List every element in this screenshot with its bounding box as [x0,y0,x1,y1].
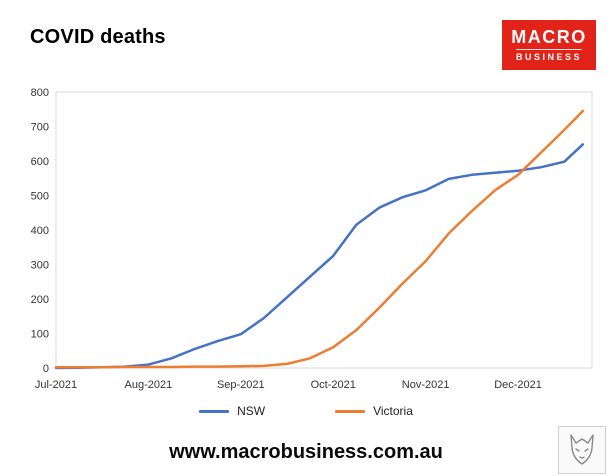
y-tick-label: 300 [31,260,49,272]
legend-item-nsw: NSW [199,404,265,418]
y-tick-label: 0 [43,363,49,375]
y-tick-label: 600 [31,156,49,168]
legend-label-victoria: Victoria [373,404,413,418]
y-tick-label: 100 [31,329,49,341]
y-tick-label: 700 [31,122,49,134]
plot-area [55,91,593,369]
logo-text-macro: MACRO [511,27,587,48]
series-line-nsw [54,143,585,370]
chart-svg: 0 100 200 300 400 500 600 700 800 Jul-2021 Aug-202… [31,87,593,391]
y-tick-label: 500 [31,191,49,203]
legend-item-victoria: Victoria [335,404,413,418]
footer-url: www.macrobusiness.com.au [169,441,443,463]
series-line-victoria [54,109,585,369]
wolf-logo [558,426,606,474]
y-tick-label: 800 [31,87,49,99]
line-chart: 0 100 200 300 400 500 600 700 800 Jul-2021 Aug-202… [8,82,604,398]
x-tick-label: Jul-2021 [35,379,77,391]
legend-swatch-nsw [199,409,230,413]
chart-title: COVID deaths [30,26,166,48]
chart-legend: NSW Victoria [0,404,612,418]
x-tick-label: Nov-2021 [402,379,450,391]
x-tick-label: Aug-2021 [125,379,173,391]
x-tick-label: Sep-2021 [217,379,265,391]
macrobusiness-logo: MACRO BUSINESS [502,20,596,70]
y-tick-label: 400 [31,225,49,237]
logo-text-business: BUSINESS [515,49,582,62]
x-tick-label: Dec-2021 [494,379,542,391]
y-tick-label: 200 [31,294,49,306]
x-tick-label: Oct-2021 [311,379,356,391]
legend-label-nsw: NSW [237,404,266,418]
legend-swatch-victoria [335,409,366,413]
wolf-icon [570,434,594,465]
